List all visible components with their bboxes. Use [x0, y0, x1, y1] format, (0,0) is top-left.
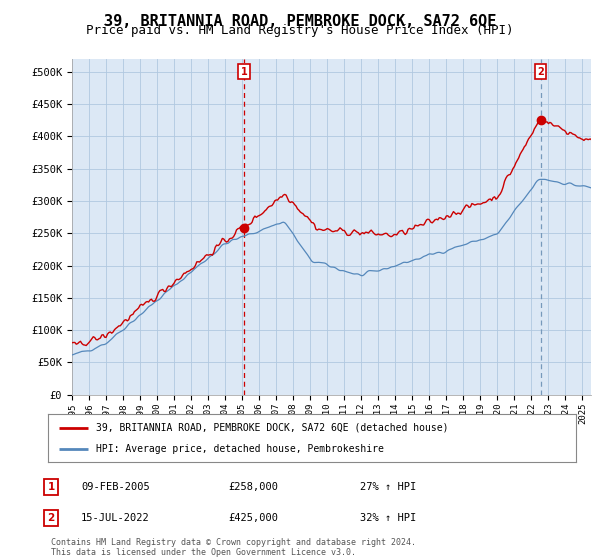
Text: £258,000: £258,000 — [228, 482, 278, 492]
Text: 2: 2 — [47, 513, 55, 523]
Text: Contains HM Land Registry data © Crown copyright and database right 2024.
This d: Contains HM Land Registry data © Crown c… — [51, 538, 416, 557]
Text: Price paid vs. HM Land Registry's House Price Index (HPI): Price paid vs. HM Land Registry's House … — [86, 24, 514, 37]
Text: 32% ↑ HPI: 32% ↑ HPI — [360, 513, 416, 523]
Text: 27% ↑ HPI: 27% ↑ HPI — [360, 482, 416, 492]
Text: 39, BRITANNIA ROAD, PEMBROKE DOCK, SA72 6QE: 39, BRITANNIA ROAD, PEMBROKE DOCK, SA72 … — [104, 14, 496, 29]
Text: 15-JUL-2022: 15-JUL-2022 — [81, 513, 150, 523]
Text: 09-FEB-2005: 09-FEB-2005 — [81, 482, 150, 492]
Text: 39, BRITANNIA ROAD, PEMBROKE DOCK, SA72 6QE (detached house): 39, BRITANNIA ROAD, PEMBROKE DOCK, SA72 … — [95, 423, 448, 433]
Text: HPI: Average price, detached house, Pembrokeshire: HPI: Average price, detached house, Pemb… — [95, 444, 383, 454]
Text: £425,000: £425,000 — [228, 513, 278, 523]
Text: 1: 1 — [47, 482, 55, 492]
Text: 2: 2 — [537, 67, 544, 77]
Text: 1: 1 — [241, 67, 247, 77]
